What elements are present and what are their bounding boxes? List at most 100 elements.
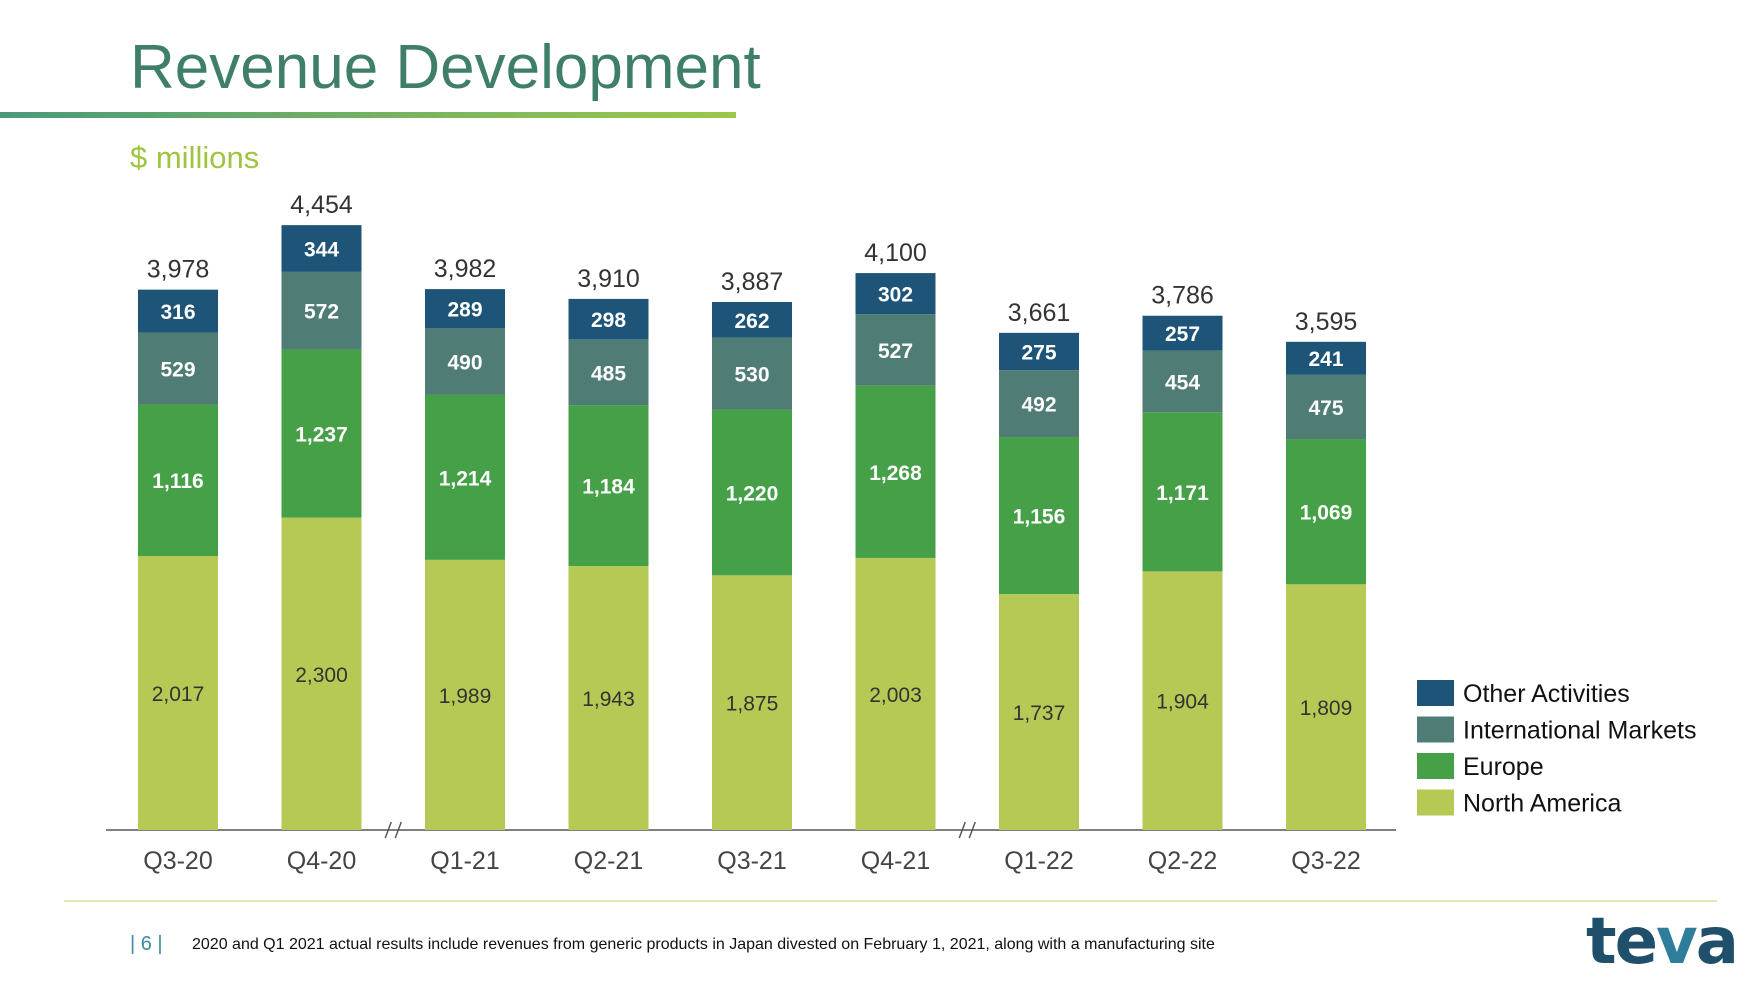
units-subtitle: $ millions	[130, 140, 260, 175]
bar-other-activities	[999, 332, 1079, 371]
bar-value-label: 1,943	[582, 688, 635, 711]
bar-value-label: 530	[734, 364, 769, 387]
bar-total-label: 3,887	[721, 268, 784, 296]
x-tick-label: Q3-20	[143, 847, 212, 875]
bar-value-label: 316	[160, 301, 195, 324]
legend-label: North America	[1463, 790, 1621, 818]
bar-value-label: 2,003	[869, 684, 922, 707]
bar-europe	[1142, 412, 1223, 572]
bar-international-markets	[999, 370, 1079, 438]
legend-swatch	[1417, 680, 1454, 706]
bar-total-label: 3,595	[1295, 308, 1358, 336]
bar-europe	[138, 404, 218, 557]
bar-value-label: 1,989	[439, 685, 492, 708]
bar-total-label: 3,982	[434, 255, 497, 283]
bar-value-label: 485	[591, 362, 626, 385]
x-tick-label: Q4-20	[287, 847, 356, 875]
legend-swatch	[1417, 789, 1454, 816]
bar-other-activities	[425, 289, 505, 329]
bar-north-america	[138, 556, 218, 830]
legend-swatch	[1417, 716, 1454, 743]
bar-value-label: 302	[878, 284, 913, 307]
bar-value-label: 2,300	[295, 664, 348, 687]
bar-other-activities	[281, 225, 362, 272]
page-number: | 6 |	[130, 933, 163, 955]
stacked-bar-chart: 2,017 1,116 529 316 3,978 Q3-20 2,300 1,237 572 3…	[106, 191, 1696, 875]
axis-break-mark	[968, 821, 976, 839]
bar-total-label: 3,978	[147, 256, 210, 284]
bar-value-label: 1,737	[1013, 702, 1066, 725]
bar-value-label: 1,268	[869, 462, 922, 485]
x-tick-label: Q4-21	[861, 847, 930, 875]
bar-north-america	[281, 517, 362, 830]
bar-value-label: 572	[304, 301, 339, 324]
bar-value-label: 262	[734, 310, 769, 333]
bar-total-label: 3,786	[1151, 282, 1214, 310]
bar-value-label: 2,017	[152, 683, 205, 706]
x-tick-label: Q3-21	[717, 847, 786, 875]
axis-break-mark	[384, 821, 392, 839]
axis-break-mark	[394, 821, 402, 839]
bar-europe	[425, 394, 505, 560]
x-tick-label: Q1-21	[430, 847, 499, 875]
footer-divider	[64, 900, 1717, 902]
bar-value-label: 1,220	[726, 482, 779, 505]
bar-total-label: 4,100	[864, 239, 927, 267]
bar-north-america	[855, 557, 936, 830]
x-tick-label: Q2-21	[574, 847, 643, 875]
bar-europe	[999, 437, 1079, 595]
bar-value-label: 1,069	[1300, 502, 1353, 525]
bar-total-label: 3,910	[577, 265, 640, 293]
title-underline	[0, 112, 736, 118]
bar-europe	[1286, 439, 1366, 585]
bar-north-america	[425, 559, 505, 830]
bar-international-markets	[568, 339, 649, 406]
legend-swatch	[1417, 753, 1454, 779]
bar-value-label: 492	[1021, 394, 1056, 417]
bar-value-label: 1,171	[1156, 482, 1209, 505]
bar-value-label: 454	[1165, 371, 1200, 394]
bar-other-activities	[855, 273, 936, 315]
bar-international-markets	[1142, 350, 1223, 413]
bar-value-label: 298	[591, 309, 626, 332]
bar-north-america	[1286, 584, 1366, 830]
bar-europe	[712, 409, 792, 576]
bar-value-label: 1,904	[1156, 691, 1209, 714]
bar-total-label: 4,454	[290, 191, 353, 219]
bar-value-label: 275	[1021, 342, 1056, 365]
bar-europe	[568, 405, 649, 567]
bar-value-label: 527	[878, 340, 913, 363]
bar-north-america	[712, 575, 792, 830]
bar-international-markets	[425, 328, 505, 395]
bar-international-markets	[712, 337, 792, 410]
footnote: 2020 and Q1 2021 actual results include …	[192, 936, 1215, 953]
teva-logo: teva	[1586, 905, 1739, 979]
bar-value-label: 1,156	[1013, 506, 1066, 529]
slide-title: Revenue Development	[130, 33, 761, 102]
bar-international-markets	[855, 314, 936, 386]
bar-international-markets	[1286, 374, 1366, 440]
axis-break-mark	[958, 821, 966, 839]
bar-europe	[855, 385, 936, 558]
bar-value-label: 1,116	[152, 470, 203, 493]
bar-value-label: 1,875	[726, 693, 779, 716]
bar-international-markets	[138, 332, 218, 405]
bar-north-america	[568, 566, 649, 830]
legend-label: International Markets	[1463, 717, 1696, 745]
bar-other-activities	[1286, 341, 1366, 375]
bar-north-america	[999, 594, 1079, 830]
bar-value-label: 1,184	[582, 476, 635, 499]
bar-other-activities	[138, 289, 218, 333]
bar-europe	[281, 349, 362, 518]
bar-value-label: 1,214	[439, 467, 492, 490]
bar-value-label: 241	[1308, 348, 1343, 371]
bar-value-label: 475	[1308, 397, 1343, 420]
bar-value-label: 344	[304, 238, 339, 261]
bar-international-markets	[281, 271, 362, 350]
bar-other-activities	[1142, 315, 1223, 351]
bar-value-label: 1,237	[295, 424, 348, 447]
bar-value-label: 257	[1165, 323, 1200, 346]
x-tick-label: Q3-22	[1291, 847, 1360, 875]
bar-other-activities	[568, 298, 649, 340]
bar-north-america	[1142, 571, 1223, 830]
